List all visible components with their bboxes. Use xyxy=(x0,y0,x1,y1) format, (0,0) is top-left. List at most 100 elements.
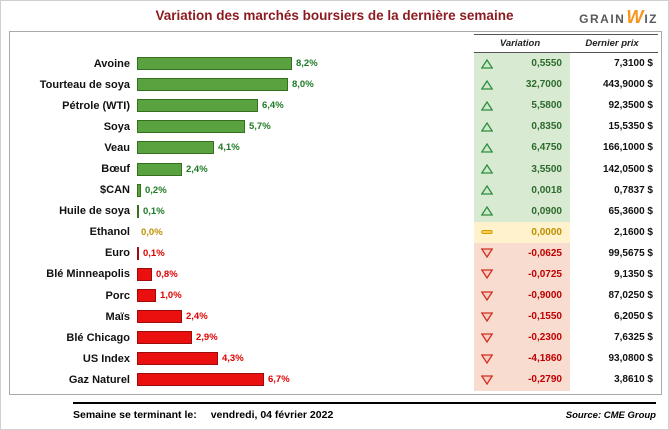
variation-value: 0,0000 xyxy=(531,226,562,238)
bar-track: 6,7% xyxy=(137,369,474,390)
bar xyxy=(137,99,258,113)
bar xyxy=(137,331,192,345)
variation-value: -0,2300 xyxy=(528,332,562,344)
column-headers: Variation Dernier prix xyxy=(474,34,658,53)
table-row: Blé Chicago 2,9% -0,2300 7,6325 $ xyxy=(13,327,658,349)
variation-cell: 0,0900 xyxy=(474,200,570,222)
table-row: Pétrole (WTI) 6,4% 5,5800 92,3500 $ xyxy=(13,95,658,117)
row-label: Porc xyxy=(105,289,130,302)
row-label: Maïs xyxy=(105,310,130,323)
variation-value: -0,1550 xyxy=(528,311,562,323)
table-row: Gaz Naturel 6,7% -0,2790 3,8610 $ xyxy=(13,369,658,391)
rows-container: Avoine 8,2% 0,5550 7,3100 $ Tourteau de … xyxy=(13,53,658,391)
down-arrow-icon xyxy=(480,290,494,301)
variation-value: -4,1860 xyxy=(528,353,562,365)
price-value: 15,5350 $ xyxy=(608,121,654,133)
bar xyxy=(137,141,214,155)
header-spacer-track xyxy=(137,34,474,53)
table-row: Avoine 8,2% 0,5550 7,3100 $ xyxy=(13,53,658,75)
chart-table-panel: Variation Dernier prix Avoine 8,2% 0,555… xyxy=(9,31,662,395)
row-label: Blé Minneapolis xyxy=(46,268,130,281)
bar-value-label: 4,3% xyxy=(222,353,244,365)
variation-value: 5,5800 xyxy=(531,100,562,112)
row-label: Ethanol xyxy=(89,226,130,239)
bar-value-label: 8,2% xyxy=(296,58,318,70)
down-arrow-icon xyxy=(480,248,494,259)
row-label: Pétrole (WTI) xyxy=(62,99,130,112)
table-header-row: Variation Dernier prix xyxy=(13,34,658,53)
variation-value: -0,2790 xyxy=(528,374,562,386)
bar-value-label: 6,7% xyxy=(268,374,290,386)
variation-cell: 0,5550 xyxy=(474,53,570,75)
variation-cell: 6,4750 xyxy=(474,137,570,159)
variation-cell: -0,0625 xyxy=(474,242,570,264)
column-header-variation: Variation xyxy=(499,38,541,49)
variation-value: -0,0625 xyxy=(528,247,562,259)
bar xyxy=(137,162,182,176)
table-row: Tourteau de soya 8,0% 32,7000 443,9000 $ xyxy=(13,74,658,96)
variation-cell: -0,1550 xyxy=(474,306,570,328)
table-row: Porc 1,0% -0,9000 87,0250 $ xyxy=(13,285,658,307)
bar-value-label: 6,4% xyxy=(262,100,284,112)
table-row: Soya 5,7% 0,8350 15,5350 $ xyxy=(13,116,658,138)
price-value: 87,0250 $ xyxy=(608,290,654,302)
bar xyxy=(137,246,139,260)
row-label: Tourteau de soya xyxy=(39,78,130,91)
price-value: 443,9000 $ xyxy=(602,79,653,91)
bar xyxy=(137,289,156,303)
price-value: 93,0800 $ xyxy=(608,353,654,365)
bar-track: 4,3% xyxy=(137,348,474,369)
price-value: 0,7837 $ xyxy=(614,184,653,196)
variation-value: 0,0900 xyxy=(531,205,562,217)
up-arrow-icon xyxy=(480,121,494,132)
bar-value-label: 0,1% xyxy=(143,247,165,259)
bar-track: 5,7% xyxy=(137,116,474,137)
variation-cell: -0,9000 xyxy=(474,285,570,307)
table-row: $CAN 0,2% 0,0018 0,7837 $ xyxy=(13,179,658,201)
footer: Semaine se terminant le: vendredi, 04 fé… xyxy=(73,402,656,421)
bar-value-label: 5,7% xyxy=(249,121,271,133)
variation-value: 0,0018 xyxy=(531,184,562,196)
flat-dash-icon xyxy=(481,227,493,237)
price-value: 2,1600 $ xyxy=(614,226,653,238)
logo-w-icon: W xyxy=(626,7,644,27)
variation-cell: -4,1860 xyxy=(474,348,570,370)
bar-track: 0,1% xyxy=(137,243,474,264)
variation-cell: 0,8350 xyxy=(474,116,570,138)
variation-value: 0,5550 xyxy=(531,58,562,70)
up-arrow-icon xyxy=(480,206,494,216)
up-arrow-icon xyxy=(480,142,494,153)
bar xyxy=(137,78,288,92)
variation-value: 32,7000 xyxy=(525,79,562,91)
row-label: US Index xyxy=(82,352,130,365)
up-arrow-icon xyxy=(480,79,494,90)
bar-track: 0,2% xyxy=(137,180,474,201)
variation-cell: 3,5500 xyxy=(474,158,570,180)
bar-track: 2,9% xyxy=(137,327,474,348)
variation-value: 3,5500 xyxy=(531,163,562,175)
table-row: Maïs 2,4% -0,1550 6,2050 $ xyxy=(13,306,658,328)
variation-cell: -0,0725 xyxy=(474,263,570,286)
bar-value-label: 2,9% xyxy=(196,332,218,344)
bar-value-label: 0,8% xyxy=(156,268,178,280)
variation-cell: -0,2300 xyxy=(474,327,570,349)
variation-cell: 32,7000 xyxy=(474,74,570,96)
page-title: Variation des marchés boursiers de la de… xyxy=(155,8,514,23)
bar-value-label: 0,0% xyxy=(141,226,163,238)
variation-value: 0,8350 xyxy=(531,121,562,133)
price-value: 142,0500 $ xyxy=(602,163,653,175)
price-value: 6,2050 $ xyxy=(614,311,653,323)
bar xyxy=(137,310,182,324)
bar-value-label: 4,1% xyxy=(218,142,240,154)
row-label: Gaz Naturel xyxy=(68,373,130,386)
variation-cell: 0,0018 xyxy=(474,179,570,201)
row-label: Bœuf xyxy=(101,163,130,176)
bar-track: 6,4% xyxy=(137,95,474,116)
row-label: Euro xyxy=(104,247,130,260)
bar-value-label: 2,4% xyxy=(186,311,208,323)
table-row: Ethanol 0,0% 0,0000 2,1600 $ xyxy=(13,221,658,243)
header-spacer-label xyxy=(13,34,137,53)
variation-value: 6,4750 xyxy=(531,142,562,154)
bar-value-label: 2,4% xyxy=(186,163,208,175)
variation-value: -0,9000 xyxy=(528,290,562,302)
